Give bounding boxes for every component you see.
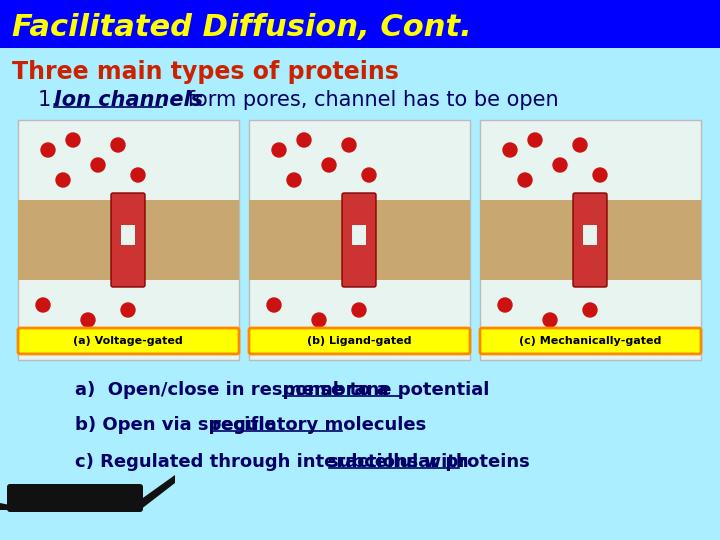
Circle shape bbox=[41, 143, 55, 157]
Text: Facilitated Diffusion, Cont.: Facilitated Diffusion, Cont. bbox=[12, 14, 472, 43]
Circle shape bbox=[297, 133, 311, 147]
FancyBboxPatch shape bbox=[249, 328, 470, 354]
Circle shape bbox=[121, 303, 135, 317]
Circle shape bbox=[593, 168, 607, 182]
Text: (c) Mechanically-gated: (c) Mechanically-gated bbox=[519, 336, 661, 346]
FancyBboxPatch shape bbox=[18, 120, 239, 360]
FancyBboxPatch shape bbox=[249, 200, 470, 280]
FancyBboxPatch shape bbox=[0, 0, 720, 48]
FancyBboxPatch shape bbox=[480, 200, 701, 280]
Text: Three main types of proteins: Three main types of proteins bbox=[12, 60, 399, 84]
Text: subcellular proteins: subcellular proteins bbox=[328, 453, 530, 471]
Circle shape bbox=[287, 173, 301, 187]
Circle shape bbox=[573, 138, 587, 152]
Circle shape bbox=[131, 168, 145, 182]
FancyBboxPatch shape bbox=[18, 200, 239, 280]
FancyBboxPatch shape bbox=[111, 193, 145, 287]
Circle shape bbox=[342, 138, 356, 152]
FancyBboxPatch shape bbox=[352, 225, 366, 245]
Circle shape bbox=[81, 313, 95, 327]
Circle shape bbox=[312, 313, 326, 327]
FancyBboxPatch shape bbox=[573, 193, 607, 287]
Circle shape bbox=[503, 143, 517, 157]
Circle shape bbox=[322, 158, 336, 172]
Text: c) Regulated through interactions with: c) Regulated through interactions with bbox=[75, 453, 475, 471]
Circle shape bbox=[553, 158, 567, 172]
Circle shape bbox=[111, 138, 125, 152]
FancyBboxPatch shape bbox=[7, 484, 143, 512]
FancyBboxPatch shape bbox=[583, 225, 597, 245]
Polygon shape bbox=[140, 475, 175, 510]
Circle shape bbox=[267, 298, 281, 312]
Text: Ion channels: Ion channels bbox=[54, 90, 203, 110]
Circle shape bbox=[543, 313, 557, 327]
Text: membrane potential: membrane potential bbox=[283, 381, 490, 399]
Circle shape bbox=[523, 328, 537, 342]
Text: 1.: 1. bbox=[38, 90, 65, 110]
Circle shape bbox=[272, 143, 286, 157]
Text: a)  Open/close in response to a: a) Open/close in response to a bbox=[75, 381, 395, 399]
Text: (b) Ligand-gated: (b) Ligand-gated bbox=[307, 336, 411, 346]
Circle shape bbox=[66, 133, 80, 147]
Circle shape bbox=[91, 158, 105, 172]
Circle shape bbox=[528, 133, 542, 147]
FancyBboxPatch shape bbox=[342, 193, 376, 287]
Circle shape bbox=[518, 173, 532, 187]
FancyBboxPatch shape bbox=[249, 120, 470, 360]
Text: regulatory molecules: regulatory molecules bbox=[212, 416, 426, 434]
Circle shape bbox=[56, 173, 70, 187]
FancyBboxPatch shape bbox=[18, 328, 239, 354]
Circle shape bbox=[36, 298, 50, 312]
FancyBboxPatch shape bbox=[480, 328, 701, 354]
Text: – form pores, channel has to be open: – form pores, channel has to be open bbox=[164, 90, 559, 110]
Circle shape bbox=[362, 168, 376, 182]
Circle shape bbox=[498, 298, 512, 312]
Circle shape bbox=[292, 328, 306, 342]
Polygon shape bbox=[0, 497, 10, 510]
FancyBboxPatch shape bbox=[480, 120, 701, 360]
FancyBboxPatch shape bbox=[121, 225, 135, 245]
Circle shape bbox=[352, 303, 366, 317]
Circle shape bbox=[61, 328, 75, 342]
Text: b) Open via specific: b) Open via specific bbox=[75, 416, 282, 434]
Text: (a) Voltage-gated: (a) Voltage-gated bbox=[73, 336, 183, 346]
Circle shape bbox=[583, 303, 597, 317]
